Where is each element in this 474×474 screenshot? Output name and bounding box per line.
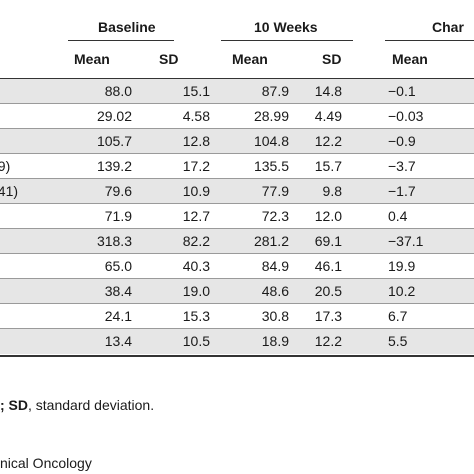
table-row: 65.0 40.3 84.9 46.1 19.9 bbox=[0, 254, 474, 279]
10-weeks-sd-header: SD bbox=[322, 51, 342, 67]
row-divider bbox=[0, 303, 474, 304]
table-row: 71.9 12.7 72.3 12.0 0.4 bbox=[0, 204, 474, 229]
table-bottom-rule bbox=[0, 355, 474, 357]
row-divider bbox=[0, 128, 474, 129]
10-weeks-sd-cell: 15.7 bbox=[314, 158, 342, 174]
row-label: 39) bbox=[0, 158, 11, 174]
table-row: 29.02 4.58 28.99 4.49 −0.03 bbox=[0, 104, 474, 129]
row-divider bbox=[0, 278, 474, 279]
10-weeks-mean-cell: 84.9 bbox=[261, 258, 289, 274]
row-divider bbox=[0, 253, 474, 254]
baseline-sd-cell: 12.7 bbox=[182, 208, 210, 224]
10-weeks-sd-cell: 69.1 bbox=[314, 233, 342, 249]
10-weeks-group-rule bbox=[221, 40, 353, 41]
10-weeks-mean-cell: 281.2 bbox=[253, 233, 289, 249]
10-weeks-mean-cell: 28.99 bbox=[253, 108, 289, 124]
10-weeks-sd-cell: 20.5 bbox=[314, 283, 342, 299]
10-weeks-sd-cell: 4.49 bbox=[314, 108, 342, 124]
baseline-mean-cell: 65.0 bbox=[104, 258, 132, 274]
table-row: 88.0 15.1 87.9 14.8 −0.1 bbox=[0, 79, 474, 104]
table-row: 741) 79.6 10.9 77.9 9.8 −1.7 bbox=[0, 179, 474, 204]
change-mean-cell: −0.9 bbox=[388, 133, 416, 149]
baseline-sd-header: SD bbox=[159, 51, 179, 67]
baseline-mean-cell: 139.2 bbox=[96, 158, 132, 174]
change-mean-cell: 10.2 bbox=[388, 283, 416, 299]
10-weeks-mean-cell: 77.9 bbox=[261, 183, 289, 199]
10-weeks-mean-cell: 30.8 bbox=[261, 308, 289, 324]
footnote-text: , standard deviation. bbox=[28, 397, 155, 413]
source-caption: nical Oncology bbox=[0, 455, 92, 471]
10-weeks-sd-cell: 12.0 bbox=[314, 208, 342, 224]
baseline-mean-cell: 88.0 bbox=[104, 83, 132, 99]
10-weeks-sd-cell: 12.2 bbox=[314, 133, 342, 149]
baseline-sd-cell: 82.2 bbox=[182, 233, 210, 249]
10-weeks-mean-cell: 87.9 bbox=[261, 83, 289, 99]
row-divider bbox=[0, 178, 474, 179]
change-mean-cell: 5.5 bbox=[388, 333, 408, 349]
table-row: 39) 139.2 17.2 135.5 15.7 −3.7 bbox=[0, 154, 474, 179]
table-row: 13.4 10.5 18.9 12.2 5.5 bbox=[0, 329, 474, 354]
row-divider bbox=[0, 103, 474, 104]
baseline-sd-cell: 12.8 bbox=[182, 133, 210, 149]
10-weeks-sd-cell: 9.8 bbox=[322, 183, 342, 199]
10-weeks-mean-cell: 72.3 bbox=[261, 208, 289, 224]
row-divider bbox=[0, 153, 474, 154]
baseline-mean-cell: 38.4 bbox=[104, 283, 132, 299]
10-weeks-sd-cell: 46.1 bbox=[314, 258, 342, 274]
change-mean-header: Mean bbox=[392, 51, 428, 67]
change-column-group: Char bbox=[432, 19, 464, 35]
change-mean-cell: 0.4 bbox=[388, 208, 408, 224]
table-row: 24.1 15.3 30.8 17.3 6.7 bbox=[0, 304, 474, 329]
baseline-mean-cell: 13.4 bbox=[104, 333, 132, 349]
baseline-sd-cell: 40.3 bbox=[182, 258, 210, 274]
baseline-mean-header: Mean bbox=[74, 51, 110, 67]
baseline-sd-cell: 10.9 bbox=[182, 183, 210, 199]
baseline-mean-cell: 318.3 bbox=[96, 233, 132, 249]
change-mean-cell: −0.1 bbox=[388, 83, 416, 99]
10-weeks-mean-cell: 135.5 bbox=[253, 158, 289, 174]
change-mean-cell: −0.03 bbox=[388, 108, 424, 124]
10-weeks-sd-cell: 17.3 bbox=[314, 308, 342, 324]
change-group-rule bbox=[385, 40, 474, 41]
baseline-mean-cell: 105.7 bbox=[96, 133, 132, 149]
10-weeks-mean-header: Mean bbox=[232, 51, 268, 67]
10-weeks-sd-cell: 14.8 bbox=[314, 83, 342, 99]
baseline-group-rule bbox=[68, 40, 174, 41]
baseline-column-group: Baseline bbox=[98, 19, 156, 35]
baseline-mean-cell: 24.1 bbox=[104, 308, 132, 324]
change-mean-cell: 6.7 bbox=[388, 308, 408, 324]
10-weeks-mean-cell: 18.9 bbox=[261, 333, 289, 349]
table-row: 105.7 12.8 104.8 12.2 −0.9 bbox=[0, 129, 474, 154]
baseline-mean-cell: 29.02 bbox=[96, 108, 132, 124]
table-footnote: ; SD, standard deviation. bbox=[0, 397, 154, 413]
row-divider bbox=[0, 203, 474, 204]
row-divider bbox=[0, 328, 474, 329]
10-weeks-sd-cell: 12.2 bbox=[314, 333, 342, 349]
baseline-sd-cell: 15.3 bbox=[182, 308, 210, 324]
baseline-sd-cell: 17.2 bbox=[182, 158, 210, 174]
change-mean-cell: 19.9 bbox=[388, 258, 416, 274]
baseline-sd-cell: 10.5 bbox=[182, 333, 210, 349]
baseline-mean-cell: 71.9 bbox=[104, 208, 132, 224]
row-label: 741) bbox=[0, 183, 19, 199]
change-mean-cell: −37.1 bbox=[388, 233, 424, 249]
change-mean-cell: −3.7 bbox=[388, 158, 416, 174]
baseline-sd-cell: 4.58 bbox=[182, 108, 210, 124]
change-mean-cell: −1.7 bbox=[388, 183, 416, 199]
baseline-mean-cell: 79.6 bbox=[104, 183, 132, 199]
table-row: 318.3 82.2 281.2 69.1 −37.1 bbox=[0, 229, 474, 254]
baseline-sd-cell: 19.0 bbox=[182, 283, 210, 299]
10-weeks-mean-cell: 104.8 bbox=[253, 133, 289, 149]
row-divider bbox=[0, 228, 474, 229]
10-weeks-column-group: 10 Weeks bbox=[254, 19, 318, 35]
10-weeks-mean-cell: 48.6 bbox=[261, 283, 289, 299]
footnote-abbreviation: ; SD bbox=[0, 397, 28, 413]
table-row: 38.4 19.0 48.6 20.5 10.2 bbox=[0, 279, 474, 304]
baseline-sd-cell: 15.1 bbox=[182, 83, 210, 99]
